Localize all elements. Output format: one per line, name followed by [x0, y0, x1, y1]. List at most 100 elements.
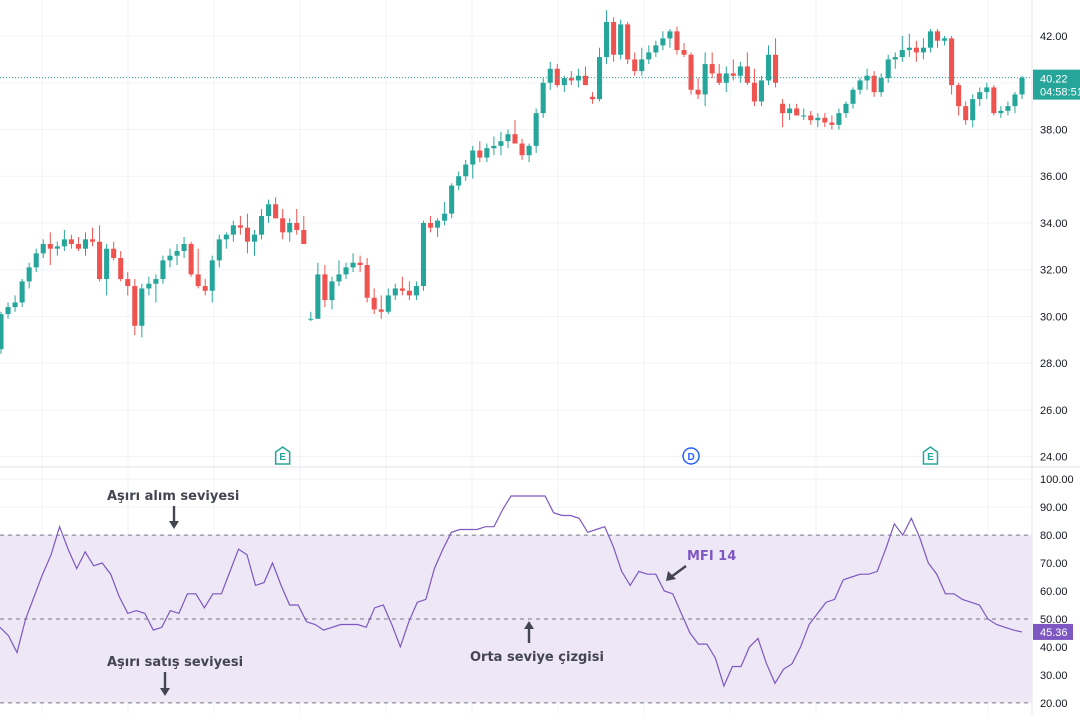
candle-body [33, 253, 39, 268]
candle-body [329, 281, 335, 301]
mfi-tick-label: 100.00 [1040, 474, 1074, 486]
candle [392, 283, 398, 301]
candle [188, 241, 194, 277]
candle-body [315, 274, 321, 319]
candle-body [899, 50, 905, 58]
event-marker-label: E [927, 452, 934, 463]
candle [0, 311, 4, 354]
candle-body [582, 75, 588, 86]
candle [780, 99, 786, 128]
candle-body [716, 73, 722, 83]
candle-body [427, 222, 434, 228]
candle-body [920, 47, 926, 53]
bar-countdown: 04:58:51 [1040, 87, 1080, 99]
candle-body [82, 239, 89, 249]
candle [646, 45, 652, 65]
candle-body [449, 185, 455, 214]
candle-body [568, 78, 574, 81]
candle-body [709, 64, 715, 74]
candle [12, 295, 18, 312]
price-tick-label: 28.00 [1040, 358, 1068, 370]
candle [40, 239, 46, 259]
mfi-label-arrow [670, 565, 687, 578]
candle [829, 115, 835, 130]
candle [167, 248, 173, 268]
candle [258, 208, 265, 240]
earnings-marker[interactable]: E [274, 446, 291, 465]
candle [540, 78, 546, 118]
candle [505, 129, 511, 149]
candle-body [470, 150, 476, 165]
candle-body [258, 215, 265, 235]
candle [181, 237, 187, 259]
candle [230, 220, 236, 242]
candle-body [1012, 94, 1018, 107]
candle-body [19, 281, 25, 303]
candle-body [646, 52, 652, 60]
candle-body [413, 286, 419, 296]
candle-body [90, 239, 96, 242]
candle-body [47, 244, 53, 249]
candle [582, 66, 588, 86]
candle [822, 113, 828, 128]
candle [765, 45, 772, 86]
candle [1005, 101, 1011, 116]
candle [702, 52, 708, 107]
candle-body [357, 262, 363, 266]
candle [174, 244, 180, 266]
candle [343, 262, 349, 280]
candle [716, 64, 722, 86]
candle-body [12, 302, 18, 308]
candle [977, 87, 983, 107]
candle-body [420, 222, 427, 287]
candle-body [857, 80, 863, 90]
candle [512, 120, 518, 144]
price-axis[interactable]: 42.00 40.00 38.00 36.00 34.00 32.00 30.00 28.00… [0, 31, 1080, 710]
candle [484, 143, 490, 163]
candle [26, 262, 32, 289]
candle [61, 229, 67, 252]
candle-body [632, 59, 638, 72]
mfi-tick-label: 80.00 [1040, 530, 1068, 542]
oversold-arrow-head [160, 688, 170, 696]
candle-body [273, 204, 279, 219]
candle [667, 29, 673, 48]
candle [19, 279, 25, 308]
candle-body [688, 54, 694, 90]
candle [498, 131, 504, 156]
candle-body [695, 89, 701, 95]
candle [998, 106, 1004, 118]
dividend-marker[interactable]: D [682, 447, 700, 465]
candle-body [442, 213, 448, 221]
earnings-marker[interactable]: E [922, 446, 939, 465]
candle [885, 54, 891, 83]
candle-body [589, 96, 596, 100]
price-tick-label: 32.00 [1040, 265, 1068, 277]
candle [899, 36, 905, 62]
mfi-band-layer [0, 534, 1032, 704]
candle-body [5, 307, 11, 315]
candle [139, 283, 145, 338]
candle-body [843, 103, 849, 114]
candle [991, 85, 997, 116]
candle [266, 199, 272, 223]
candle-body [244, 227, 250, 242]
price-tick-label: 42.00 [1040, 31, 1068, 43]
midline-arrow-head [524, 621, 534, 629]
candle [491, 136, 497, 156]
annotations: Aşırı alım seviyesi Aşırı satış seviyesi… [107, 489, 736, 696]
candle [125, 272, 131, 296]
candle [435, 218, 441, 237]
candle [315, 262, 321, 319]
candle-body [68, 239, 74, 245]
candle [942, 36, 948, 46]
price-tick-label: 24.00 [1040, 452, 1068, 464]
candle-body [266, 204, 272, 216]
candle-body [808, 115, 814, 121]
candle [744, 52, 750, 86]
candle-body [301, 229, 307, 245]
candle [681, 43, 687, 58]
candle-body [942, 38, 948, 41]
candle-body [336, 274, 342, 282]
